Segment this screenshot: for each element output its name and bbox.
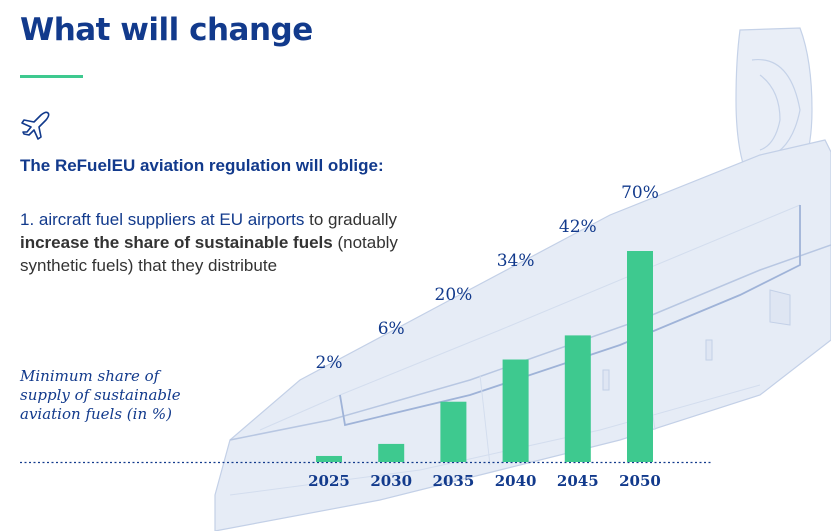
bar-value-label: 34% [497,251,535,271]
year-tick-label: 2040 [495,472,537,490]
bar-value-label: 70% [621,183,659,203]
regulation-intro: The ReFuelEU aviation regulation will ob… [20,156,384,175]
bar-value-label: 6% [378,319,405,339]
year-tick-label: 2030 [370,472,412,490]
year-tick-label: 2035 [433,472,475,490]
bar-value-label: 42% [559,217,597,237]
point-1-subject: 1. aircraft fuel suppliers at EU airport… [20,210,305,229]
airplane-icon [21,111,50,140]
bar-2040 [502,359,529,462]
bar-value-label: 20% [435,285,473,305]
bar-value-label: 2% [316,353,343,373]
bar-2025 [316,455,342,462]
year-tick-label: 2025 [308,472,350,490]
point-1-connector: to gradually [304,210,398,229]
point-1-rest: (notably synthetic fuels) that they dist… [20,233,398,275]
point-1-highlight: increase the share of sustainable fuels [20,233,333,252]
bar-2035 [440,401,467,462]
point-1-text: 1. aircraft fuel suppliers at EU airport… [20,208,400,277]
bar-2045 [564,335,591,462]
year-tick-label: 2050 [619,472,661,490]
bar-2030 [378,443,405,462]
title-underline [20,75,83,78]
chart-axis-label: Minimum share of supply of sustainable a… [20,367,181,423]
page-title: What will change [20,12,313,48]
year-tick-label: 2045 [557,472,599,490]
bar-2050 [627,251,653,462]
